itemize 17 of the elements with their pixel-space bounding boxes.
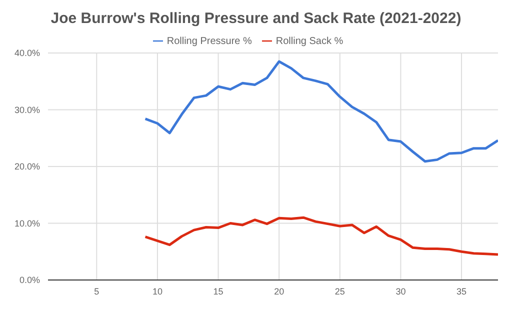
x-tick-label: 5 [94,286,100,296]
y-tick-label: 40.0% [14,48,40,58]
x-tick-label: 20 [274,286,284,296]
y-tick-label: 10.0% [14,218,40,228]
legend-label: Rolling Pressure % [166,36,252,47]
x-tick-label: 35 [456,286,467,296]
y-tick-label: 20.0% [14,162,40,172]
chart-title: Joe Burrow's Rolling Pressure and Sack Rate (2021-2022) [50,10,462,29]
line-series [144,216,498,256]
line-series [144,60,498,163]
x-tick-label: 25 [334,286,345,296]
x-tick-label: 30 [396,286,406,296]
legend-label: Rolling Sack % [276,36,344,47]
x-tick-label: 10 [152,286,162,296]
x-tick-label: 15 [213,286,224,296]
y-tick-label: 30.0% [14,104,40,115]
y-tick-label: 0.0% [19,275,40,286]
